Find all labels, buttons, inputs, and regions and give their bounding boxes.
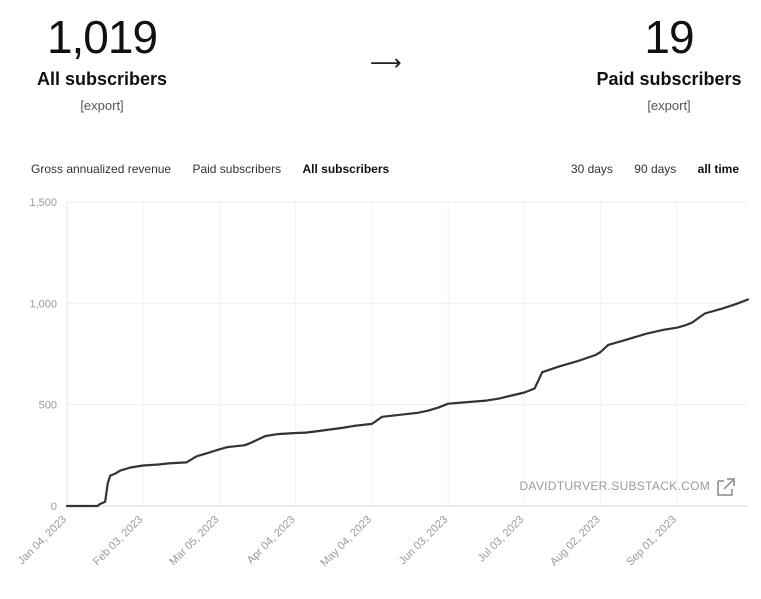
data-point xyxy=(104,501,106,503)
data-point xyxy=(594,354,597,356)
data-point xyxy=(541,371,543,373)
data-point xyxy=(600,351,602,353)
tab-all-subscribers[interactable]: All subscribers xyxy=(302,162,390,176)
external-link-icon[interactable] xyxy=(717,478,735,496)
y-tick-label: 500 xyxy=(39,400,57,412)
paid-subscribers-label: Paid subscribers xyxy=(596,69,742,89)
data-point xyxy=(511,394,513,397)
data-point xyxy=(485,400,487,402)
x-tick-label: Jul 03, 2023 xyxy=(476,514,527,565)
tab-90-days[interactable]: 90 days xyxy=(634,162,677,176)
data-point xyxy=(625,339,627,341)
data-point xyxy=(691,322,693,324)
data-point xyxy=(683,325,686,327)
data-point xyxy=(325,429,327,431)
data-point xyxy=(399,414,401,416)
data-point xyxy=(264,435,266,437)
data-point xyxy=(577,360,579,362)
data-point xyxy=(498,398,500,400)
data-point xyxy=(340,427,342,429)
data-point xyxy=(129,466,132,469)
chart-watermark: DAVIDTURVER.SUBSTACK.COM xyxy=(519,479,710,493)
data-point xyxy=(196,455,198,457)
export-paid-subscribers-link[interactable]: [export] xyxy=(647,98,691,113)
data-point xyxy=(734,303,736,305)
x-tick-label: Apr 04, 2023 xyxy=(245,514,298,567)
data-point xyxy=(142,464,144,467)
data-point xyxy=(81,505,83,507)
export-all-subscribers-link[interactable]: [export] xyxy=(80,98,124,113)
data-point xyxy=(96,505,99,507)
data-point xyxy=(295,432,297,434)
data-point xyxy=(206,452,208,454)
tab-paid-subscribers[interactable]: Paid subscribers xyxy=(192,162,282,176)
data-point xyxy=(417,412,419,414)
x-tick-label: May 04, 2023 xyxy=(318,514,374,570)
data-point xyxy=(244,444,246,446)
y-tick-label: 1,000 xyxy=(29,298,57,310)
paid-subscribers-count: 19 xyxy=(644,11,694,63)
x-tick-label: Jan 04, 2023 xyxy=(16,514,69,567)
data-point xyxy=(114,473,116,475)
data-point xyxy=(427,410,429,412)
data-point xyxy=(447,403,449,405)
data-point xyxy=(460,402,462,404)
data-point xyxy=(305,432,307,434)
data-point xyxy=(119,469,121,472)
data-point xyxy=(107,483,109,485)
arrow-right-icon: ⟶ xyxy=(370,50,402,75)
x-tick-label: Feb 03, 2023 xyxy=(91,514,145,568)
data-point xyxy=(381,416,383,418)
data-point xyxy=(168,462,170,464)
all-subscribers-label: All subscribers xyxy=(36,69,168,89)
tab-30-days[interactable]: 30 days xyxy=(570,162,613,176)
data-point xyxy=(607,344,609,346)
chart-points xyxy=(66,298,749,507)
data-point xyxy=(534,387,536,390)
all-subscribers-line xyxy=(65,298,750,508)
data-point xyxy=(185,461,187,463)
range-tabs: 30 days 90 days all time xyxy=(553,162,739,176)
data-point xyxy=(226,446,228,448)
x-tick-label: Sep 01, 2023 xyxy=(624,514,679,569)
tab-gross-annualized-revenue[interactable]: Gross annualized revenue xyxy=(31,162,172,176)
data-point xyxy=(437,407,439,409)
data-point xyxy=(676,327,678,329)
data-point xyxy=(473,401,475,403)
data-point xyxy=(353,425,355,427)
data-point xyxy=(99,503,101,505)
y-tick-label: 1,500 xyxy=(29,197,57,209)
chart-axes xyxy=(66,202,748,507)
data-point xyxy=(663,329,665,331)
chart-grid xyxy=(67,201,748,506)
data-point xyxy=(66,505,68,507)
all-subscribers-count: 1,019 xyxy=(46,11,158,63)
subscribers-line-chart: 0 500 1,000 1,500 Jan 04, 2023 Feb 03, 2023 Ma… xyxy=(16,197,750,569)
x-tick-label: Mar 05, 2023 xyxy=(167,514,221,568)
x-tick-label: Jun 03, 2023 xyxy=(397,514,450,567)
data-point xyxy=(249,442,251,444)
data-point xyxy=(371,423,373,425)
data-point xyxy=(523,391,526,394)
data-point xyxy=(559,365,561,367)
x-tick-label: Aug 02, 2023 xyxy=(548,514,603,569)
data-point xyxy=(157,463,160,466)
all-subscribers-stat: 1,019 All subscribers [export] xyxy=(22,8,182,113)
data-point xyxy=(531,388,533,391)
data-point xyxy=(315,430,317,432)
data-point xyxy=(277,433,279,435)
data-point xyxy=(109,475,111,477)
chart-tick-labels: 0 500 1,000 1,500 Jan 04, 2023 Feb 03, 2023 Ma… xyxy=(16,197,679,569)
paid-subscribers-stat: 19 Paid subscribers [export] xyxy=(589,8,749,113)
tab-all-time[interactable]: all time xyxy=(697,162,739,176)
data-point xyxy=(645,333,648,335)
data-point xyxy=(747,298,749,301)
data-point xyxy=(218,448,221,450)
y-tick-label: 0 xyxy=(51,501,57,513)
metric-tabs: Gross annualized revenue Paid subscriber… xyxy=(31,162,407,176)
data-point xyxy=(722,307,724,309)
data-point xyxy=(704,312,706,315)
